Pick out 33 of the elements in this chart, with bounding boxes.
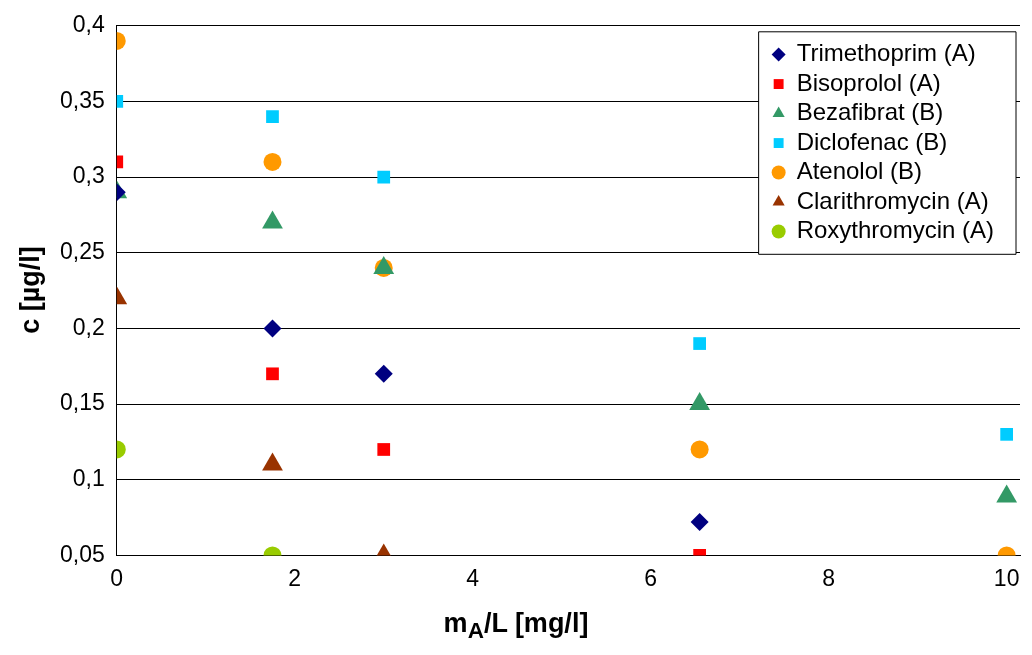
y-tick-label: 0,35 — [60, 86, 105, 113]
point — [266, 110, 279, 123]
x-tick-label: 10 — [993, 564, 1020, 591]
legend-label: Diclofenac (B) — [796, 127, 948, 155]
y-tick-label: 0,1 — [72, 465, 105, 492]
point — [263, 319, 282, 338]
y-tick-label: 0,25 — [60, 238, 105, 265]
legend-label: Clarithromycin (A) — [796, 186, 989, 214]
y-tick-label: 0,2 — [72, 313, 105, 340]
point — [374, 364, 393, 383]
point — [1000, 427, 1014, 441]
x-tick-label: 2 — [288, 564, 302, 591]
point — [263, 152, 282, 171]
point — [377, 170, 391, 184]
point — [693, 337, 707, 350]
legend-label: Trimethoprim (A) — [796, 39, 976, 67]
legend-label: Bisoprolol (A) — [796, 68, 941, 96]
legend-label: Atenolol (B) — [796, 157, 923, 185]
x-tick-label: 8 — [822, 564, 836, 591]
point — [266, 367, 279, 381]
y-tick-label: 0,4 — [72, 11, 105, 38]
y-tick-label: 0,3 — [72, 162, 105, 189]
legend-label: Roxythromycin (A) — [796, 216, 995, 244]
point — [689, 392, 711, 411]
x-axis-title: m$_{A}$/L [mg/l] — [442, 608, 590, 645]
y-axis-title: c [µg/l] — [14, 246, 46, 334]
point — [996, 484, 1018, 503]
x-tick-label: 4 — [466, 564, 480, 591]
legend-label: Bezafibrat (B) — [796, 98, 944, 126]
y-tick-label: 0,05 — [60, 540, 105, 567]
x-tick-label: 6 — [644, 564, 658, 591]
x-tick-label: 0 — [110, 564, 124, 591]
y-tick-label: 0,15 — [60, 389, 105, 416]
